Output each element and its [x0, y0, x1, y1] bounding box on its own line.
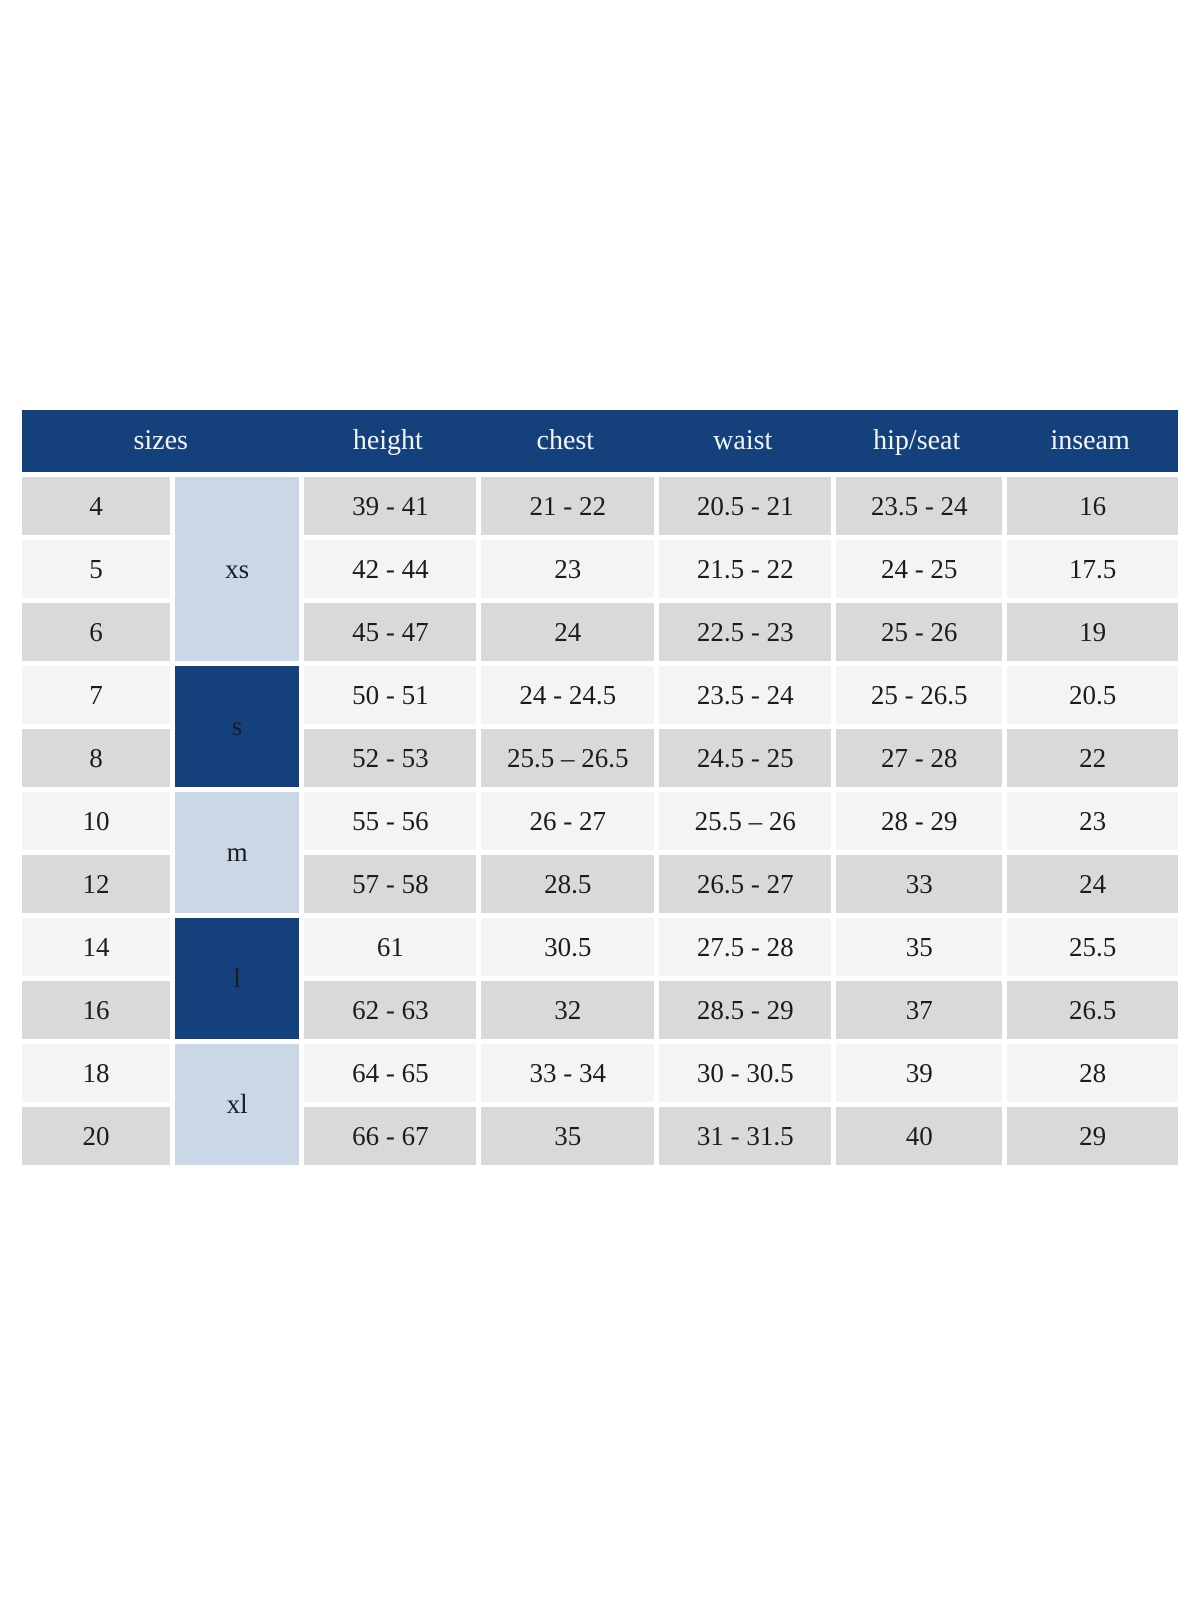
chest-cell: 30.5: [476, 913, 655, 976]
chest-cell: 33 - 34: [476, 1039, 655, 1102]
size-cell: 20: [22, 1102, 170, 1165]
table-row-size-8: 8 52 - 53 25.5 – 26.5 24.5 - 25 27 - 28 …: [22, 724, 1178, 787]
waist-cell: 27.5 - 28: [654, 913, 832, 976]
group-cell-m: m: [169, 787, 300, 913]
inseam-cell: 24: [1002, 850, 1178, 913]
height-cell: 64 - 65: [299, 1039, 477, 1102]
group-cell-xs: xs: [169, 472, 300, 661]
chest-cell: 21 - 22: [476, 472, 655, 535]
table-row-size-5: 5 42 - 44 23 21.5 - 22 24 - 25 17.5: [22, 535, 1178, 598]
inseam-cell: 20.5: [1002, 661, 1178, 724]
header-inseam: inseam: [1002, 410, 1178, 472]
table-row-size-16: 16 62 - 63 32 28.5 - 29 37 26.5: [22, 976, 1178, 1039]
inseam-cell: 28: [1002, 1039, 1178, 1102]
height-cell: 50 - 51: [299, 661, 477, 724]
hip-seat-cell: 23.5 - 24: [831, 472, 1003, 535]
size-cell: 8: [22, 724, 170, 787]
size-cell: 6: [22, 598, 170, 661]
inseam-cell: 17.5: [1002, 535, 1178, 598]
hip-seat-cell: 28 - 29: [831, 787, 1003, 850]
table-body: 4 xs 39 - 41 21 - 22 20.5 - 21 23.5 - 24…: [22, 472, 1178, 1165]
height-cell: 39 - 41: [299, 472, 477, 535]
size-cell: 5: [22, 535, 170, 598]
hip-seat-cell: 40: [831, 1102, 1003, 1165]
group-cell-s: s: [169, 661, 300, 787]
size-cell: 14: [22, 913, 170, 976]
height-cell: 66 - 67: [299, 1102, 477, 1165]
chest-cell: 32: [476, 976, 655, 1039]
waist-cell: 28.5 - 29: [654, 976, 832, 1039]
table-row-size-7: 7 s 50 - 51 24 - 24.5 23.5 - 24 25 - 26.…: [22, 661, 1178, 787]
header-height: height: [299, 410, 477, 472]
group-cell-l: l: [169, 913, 300, 1039]
waist-cell: 26.5 - 27: [654, 850, 832, 913]
inseam-cell: 25.5: [1002, 913, 1178, 976]
size-chart: sizes height chest waist hip/seat inseam…: [22, 410, 1178, 1165]
waist-cell: 21.5 - 22: [654, 535, 832, 598]
chest-cell: 23: [476, 535, 655, 598]
waist-cell: 20.5 - 21: [654, 472, 832, 535]
table-row-size-4: 4 xs 39 - 41 21 - 22 20.5 - 21 23.5 - 24…: [22, 472, 1178, 661]
header-waist: waist: [654, 410, 832, 472]
table-row-size-20: 20 66 - 67 35 31 - 31.5 40 29: [22, 1102, 1178, 1165]
chest-cell: 24 - 24.5: [476, 661, 655, 724]
chest-cell: 35: [476, 1102, 655, 1165]
hip-seat-cell: 24 - 25: [831, 535, 1003, 598]
chest-cell: 28.5: [476, 850, 655, 913]
table-row-size-12: 12 57 - 58 28.5 26.5 - 27 33 24: [22, 850, 1178, 913]
inseam-cell: 19: [1002, 598, 1178, 661]
inseam-cell: 23: [1002, 787, 1178, 850]
waist-cell: 24.5 - 25: [654, 724, 832, 787]
header-sizes: sizes: [22, 410, 300, 472]
inseam-cell: 26.5: [1002, 976, 1178, 1039]
table-row-size-18: 18 xl 64 - 65 33 - 34 30 - 30.5 39 28: [22, 1039, 1178, 1165]
size-cell: 18: [22, 1039, 170, 1102]
waist-cell: 30 - 30.5: [654, 1039, 832, 1102]
waist-cell: 22.5 - 23: [654, 598, 832, 661]
inseam-cell: 29: [1002, 1102, 1178, 1165]
hip-seat-cell: 25 - 26: [831, 598, 1003, 661]
height-cell: 62 - 63: [299, 976, 477, 1039]
height-cell: 52 - 53: [299, 724, 477, 787]
chest-cell: 25.5 – 26.5: [476, 724, 655, 787]
size-cell: 10: [22, 787, 170, 850]
waist-cell: 23.5 - 24: [654, 661, 832, 724]
hip-seat-cell: 35: [831, 913, 1003, 976]
header-hip-seat: hip/seat: [831, 410, 1003, 472]
inseam-cell: 16: [1002, 472, 1178, 535]
hip-seat-cell: 33: [831, 850, 1003, 913]
hip-seat-cell: 37: [831, 976, 1003, 1039]
waist-cell: 25.5 – 26: [654, 787, 832, 850]
chest-cell: 26 - 27: [476, 787, 655, 850]
group-cell-xl: xl: [169, 1039, 300, 1165]
table-row-size-10: 10 m 55 - 56 26 - 27 25.5 – 26 28 - 29 2…: [22, 787, 1178, 913]
height-cell: 55 - 56: [299, 787, 477, 850]
header-chest: chest: [476, 410, 655, 472]
table-row-size-6: 6 45 - 47 24 22.5 - 23 25 - 26 19: [22, 598, 1178, 661]
header-row: sizes height chest waist hip/seat inseam: [22, 410, 1178, 472]
height-cell: 42 - 44: [299, 535, 477, 598]
size-cell: 4: [22, 472, 170, 535]
table-row-size-14: 14 l 61 30.5 27.5 - 28 35 25.5: [22, 913, 1178, 1039]
size-cell: 7: [22, 661, 170, 724]
waist-cell: 31 - 31.5: [654, 1102, 832, 1165]
inseam-cell: 22: [1002, 724, 1178, 787]
hip-seat-cell: 27 - 28: [831, 724, 1003, 787]
chest-cell: 24: [476, 598, 655, 661]
size-chart-table: sizes height chest waist hip/seat inseam…: [22, 410, 1178, 1165]
hip-seat-cell: 25 - 26.5: [831, 661, 1003, 724]
hip-seat-cell: 39: [831, 1039, 1003, 1102]
height-cell: 45 - 47: [299, 598, 477, 661]
table-header: sizes height chest waist hip/seat inseam: [22, 410, 1178, 472]
size-cell: 16: [22, 976, 170, 1039]
height-cell: 57 - 58: [299, 850, 477, 913]
size-cell: 12: [22, 850, 170, 913]
height-cell: 61: [299, 913, 477, 976]
